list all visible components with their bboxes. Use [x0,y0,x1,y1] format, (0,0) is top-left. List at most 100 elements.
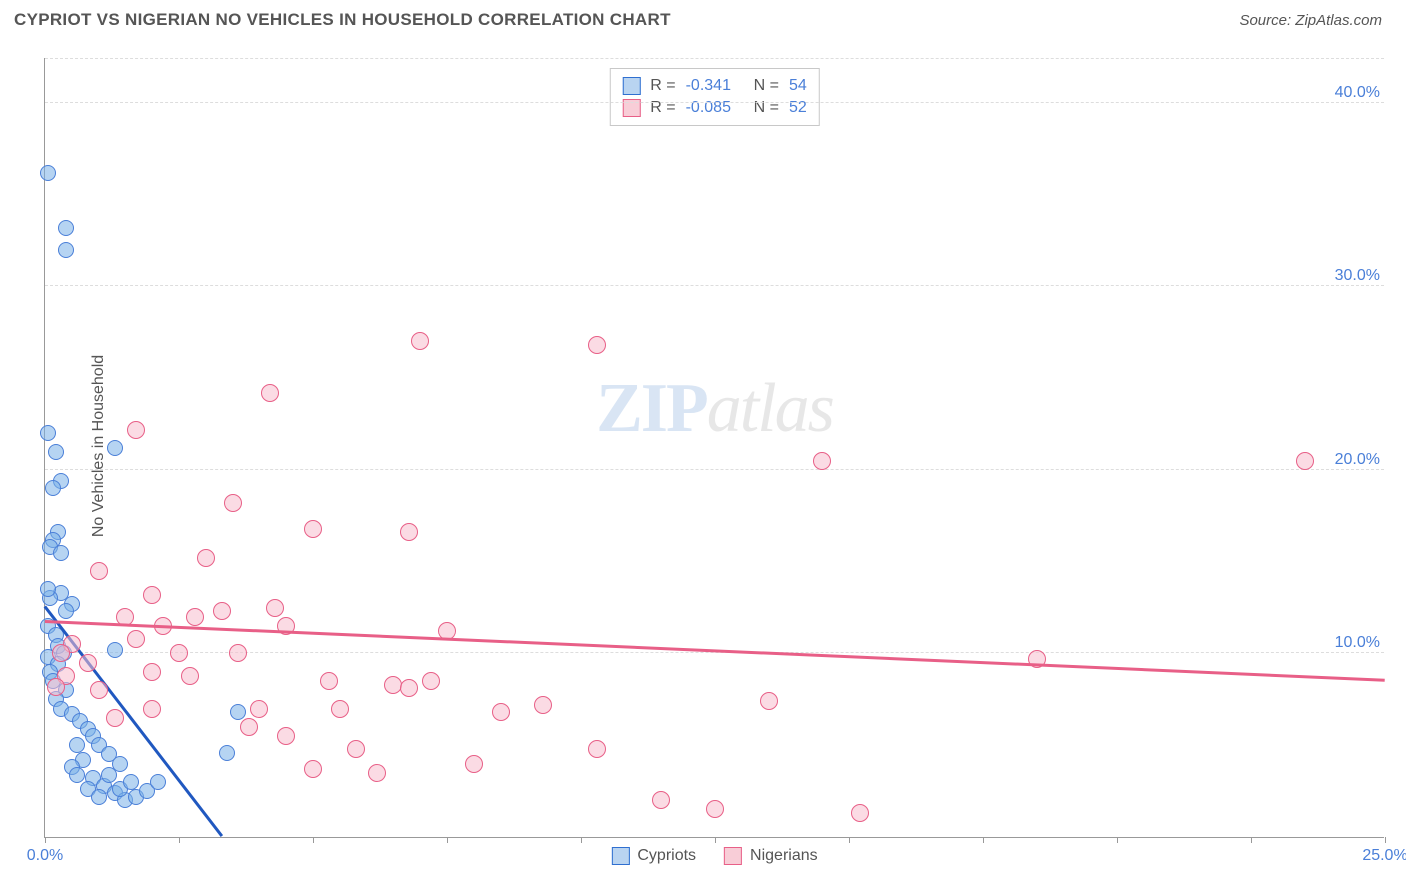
scatter-point [588,740,606,758]
scatter-point [53,545,69,561]
r-label: R = [650,77,675,95]
x-tick [179,837,180,843]
legend-label-cypriots: Cypriots [637,847,696,865]
x-tick [313,837,314,843]
scatter-point [127,630,145,648]
y-tick-label: 10.0% [1335,634,1386,652]
scatter-point [107,642,123,658]
gridline [45,102,1384,103]
scatter-point [219,745,235,761]
scatter-point [143,663,161,681]
chart-title: CYPRIOT VS NIGERIAN NO VEHICLES IN HOUSE… [14,10,671,30]
scatter-point [230,704,246,720]
swatch-pink-icon [724,847,742,865]
legend-label-nigerians: Nigerians [750,847,818,865]
legend-row-cypriots: R = -0.341 N = 54 [622,75,806,97]
scatter-point [58,220,74,236]
scatter-point [813,452,831,470]
scatter-point [107,440,123,456]
scatter-point [186,608,204,626]
x-tick [715,837,716,843]
scatter-point [106,709,124,727]
y-tick-label: 20.0% [1335,451,1386,469]
scatter-point [534,696,552,714]
x-tick [447,837,448,843]
scatter-point [47,678,65,696]
n-label: N = [754,77,779,95]
scatter-point [261,384,279,402]
scatter-point [422,672,440,690]
legend-item-nigerians: Nigerians [724,847,818,865]
scatter-point [197,549,215,567]
scatter-point [181,667,199,685]
scatter-point [588,336,606,354]
r-value-cypriots: -0.341 [686,77,744,95]
gridline [45,285,1384,286]
scatter-point [143,700,161,718]
chart-plot-area: ZIPatlas R = -0.341 N = 54 R = -0.085 N … [44,58,1384,838]
x-tick [849,837,850,843]
scatter-point [143,586,161,604]
scatter-point [127,421,145,439]
watermark-atlas: atlas [707,370,833,447]
watermark: ZIPatlas [596,369,833,449]
scatter-point [150,774,166,790]
x-tick-label: 25.0% [1362,847,1406,865]
swatch-blue-icon [611,847,629,865]
watermark-zip: ZIP [596,370,707,447]
x-tick [581,837,582,843]
source-credit: Source: ZipAtlas.com [1239,12,1382,29]
x-tick [1385,837,1386,843]
scatter-point [69,737,85,753]
x-tick [983,837,984,843]
scatter-point [224,494,242,512]
y-tick-label: 40.0% [1335,84,1386,102]
scatter-point [304,520,322,538]
x-tick-label: 0.0% [27,847,63,865]
scatter-point [368,764,386,782]
scatter-point [123,774,139,790]
scatter-point [400,523,418,541]
scatter-point [40,165,56,181]
header: CYPRIOT VS NIGERIAN NO VEHICLES IN HOUSE… [0,0,1406,36]
scatter-point [304,760,322,778]
series-legend: Cypriots Nigerians [611,847,817,865]
scatter-point [384,676,402,694]
scatter-point [277,727,295,745]
scatter-point [492,703,510,721]
scatter-point [331,700,349,718]
scatter-point [90,562,108,580]
scatter-point [170,644,188,662]
scatter-point [851,804,869,822]
scatter-point [91,789,107,805]
scatter-point [48,444,64,460]
scatter-point [347,740,365,758]
scatter-point [411,332,429,350]
scatter-point [706,800,724,818]
scatter-point [58,603,74,619]
scatter-point [213,602,231,620]
scatter-point [320,672,338,690]
y-tick-label: 30.0% [1335,267,1386,285]
scatter-point [69,767,85,783]
scatter-point [250,700,268,718]
scatter-point [465,755,483,773]
scatter-point [240,718,258,736]
scatter-point [652,791,670,809]
x-tick [45,837,46,843]
scatter-point [40,425,56,441]
scatter-point [1296,452,1314,470]
scatter-point [266,599,284,617]
swatch-blue-icon [622,77,640,95]
scatter-point [760,692,778,710]
legend-row-nigerians: R = -0.085 N = 52 [622,97,806,119]
scatter-point [400,679,418,697]
scatter-point [58,242,74,258]
legend-item-cypriots: Cypriots [611,847,696,865]
gridline [45,469,1384,470]
scatter-point [79,654,97,672]
scatter-point [90,681,108,699]
n-value-cypriots: 54 [789,77,807,95]
scatter-point [101,767,117,783]
correlation-legend: R = -0.341 N = 54 R = -0.085 N = 52 [609,68,819,126]
